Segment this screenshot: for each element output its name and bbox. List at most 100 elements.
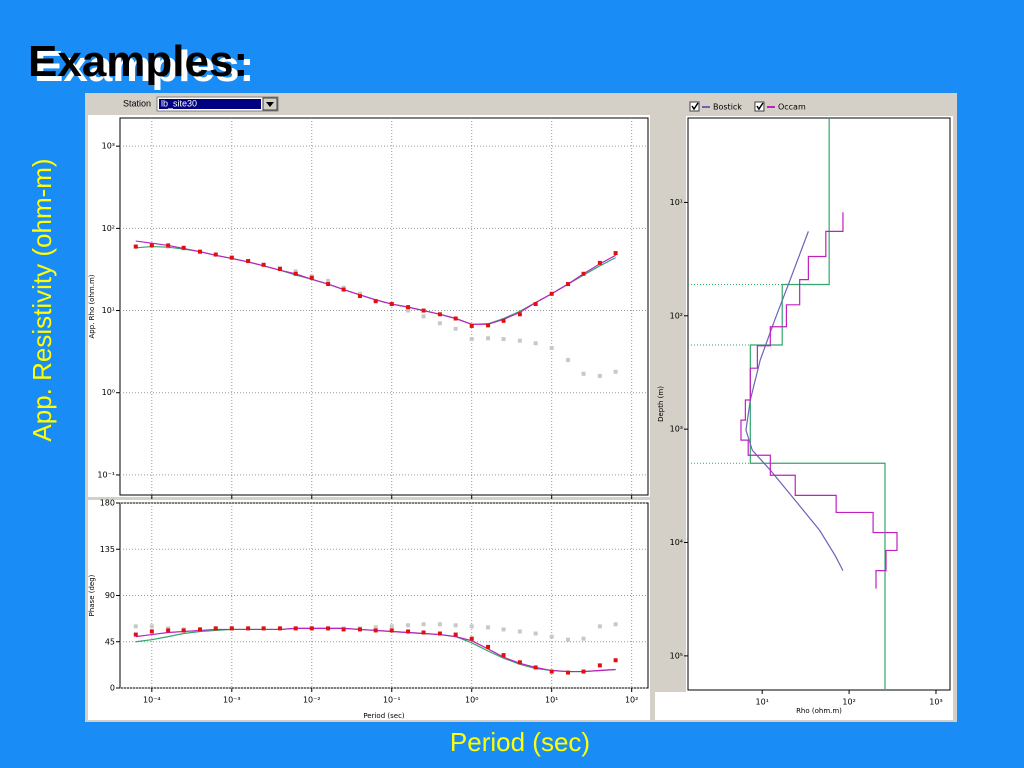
y-tick-label: 0 bbox=[110, 684, 115, 693]
y-axis-label: App. Rho (ohm.m) bbox=[88, 274, 96, 338]
y-axis-label: Depth (m) bbox=[657, 386, 665, 422]
data-point bbox=[373, 628, 378, 633]
data-point bbox=[437, 631, 442, 636]
data-point bbox=[149, 624, 154, 629]
data-point bbox=[246, 259, 251, 264]
data-point bbox=[549, 669, 554, 674]
data-point bbox=[357, 294, 362, 299]
legend-label: Bostick bbox=[713, 103, 742, 112]
data-point bbox=[421, 308, 426, 313]
data-point bbox=[613, 658, 618, 663]
data-point bbox=[133, 244, 138, 249]
data-point bbox=[326, 626, 331, 631]
data-point bbox=[566, 670, 571, 675]
data-point bbox=[517, 312, 522, 317]
data-point bbox=[581, 271, 586, 276]
x-axis-label: Period (sec) bbox=[363, 712, 405, 720]
data-point bbox=[437, 321, 442, 326]
data-point bbox=[566, 358, 571, 363]
legend-check bbox=[691, 102, 699, 111]
data-point bbox=[197, 627, 202, 632]
data-point bbox=[453, 326, 458, 331]
station-value: lb_site30 bbox=[161, 98, 197, 108]
dropdown-arrow bbox=[266, 102, 274, 107]
data-point bbox=[549, 346, 554, 351]
data-point bbox=[357, 291, 362, 296]
data-point bbox=[597, 373, 602, 378]
data-point bbox=[501, 627, 506, 632]
y-tick-label: 10⁰ bbox=[102, 388, 115, 397]
y-tick-label: 10² bbox=[670, 311, 683, 320]
data-point bbox=[549, 634, 554, 639]
data-point bbox=[389, 302, 394, 307]
data-point bbox=[453, 316, 458, 321]
data-point bbox=[149, 243, 154, 248]
x-tick-label: 10¹ bbox=[545, 696, 558, 705]
data-point bbox=[406, 629, 411, 634]
data-point bbox=[597, 624, 602, 629]
data-point bbox=[597, 663, 602, 668]
data-point bbox=[613, 251, 618, 256]
data-point bbox=[406, 308, 411, 313]
data-point bbox=[421, 630, 426, 635]
data-point bbox=[389, 624, 394, 629]
plot-frame bbox=[687, 117, 951, 691]
data-point bbox=[501, 318, 506, 323]
plot-frame bbox=[119, 117, 649, 496]
data-point bbox=[341, 287, 346, 292]
data-point bbox=[613, 622, 618, 627]
phase-panel bbox=[88, 500, 650, 720]
data-point bbox=[309, 626, 314, 631]
data-point bbox=[197, 249, 202, 254]
x-tick-label: 10⁻⁴ bbox=[143, 696, 161, 705]
data-point bbox=[389, 628, 394, 633]
y-tick-label: 10³ bbox=[670, 425, 683, 434]
data-point bbox=[501, 337, 506, 342]
data-point bbox=[421, 622, 426, 627]
x-tick-label: 10⁰ bbox=[465, 696, 478, 705]
data-point bbox=[261, 626, 266, 631]
x-tick-label: 10⁻² bbox=[303, 696, 321, 705]
x-axis-label: Rho (ohm.m) bbox=[796, 707, 842, 715]
y-tick-label: 10³ bbox=[102, 142, 115, 151]
series-line bbox=[745, 231, 844, 571]
data-point bbox=[486, 625, 491, 630]
data-point bbox=[293, 626, 298, 631]
data-point bbox=[469, 323, 474, 328]
y-tick-label: 10¹ bbox=[670, 198, 683, 207]
data-point bbox=[453, 632, 458, 637]
slide-title: Examples: bbox=[28, 37, 248, 86]
station-label: Station bbox=[123, 98, 151, 108]
data-point bbox=[566, 282, 571, 287]
data-point bbox=[406, 623, 411, 628]
legend-checkbox[interactable] bbox=[754, 101, 765, 112]
data-point bbox=[581, 371, 586, 376]
data-point bbox=[566, 637, 571, 642]
data-point bbox=[293, 269, 298, 274]
data-point bbox=[229, 626, 234, 631]
x-tick-label: 10¹ bbox=[755, 698, 768, 707]
y-axis-label: Phase (deg) bbox=[88, 574, 96, 616]
legend-check bbox=[756, 102, 764, 111]
data-point bbox=[533, 341, 538, 346]
data-point bbox=[326, 278, 331, 283]
data-point bbox=[246, 626, 251, 631]
data-point bbox=[581, 669, 586, 674]
data-point bbox=[533, 631, 538, 636]
data-point bbox=[533, 302, 538, 307]
x-tick-label: 10⁻¹ bbox=[383, 696, 401, 705]
y-tick-label: 10⁴ bbox=[670, 538, 683, 547]
data-point bbox=[469, 624, 474, 629]
data-point bbox=[357, 627, 362, 632]
y-tick-label: 10⁵ bbox=[670, 651, 683, 660]
data-point bbox=[486, 644, 491, 649]
legend-checkbox[interactable] bbox=[689, 101, 700, 112]
y-tick-label: 45 bbox=[105, 637, 115, 646]
data-point bbox=[181, 628, 186, 633]
legend-label: Occam bbox=[778, 103, 806, 112]
data-point bbox=[469, 337, 474, 342]
data-point bbox=[166, 243, 171, 248]
data-point bbox=[373, 625, 378, 630]
data-point bbox=[213, 252, 218, 257]
data-point bbox=[309, 275, 314, 280]
